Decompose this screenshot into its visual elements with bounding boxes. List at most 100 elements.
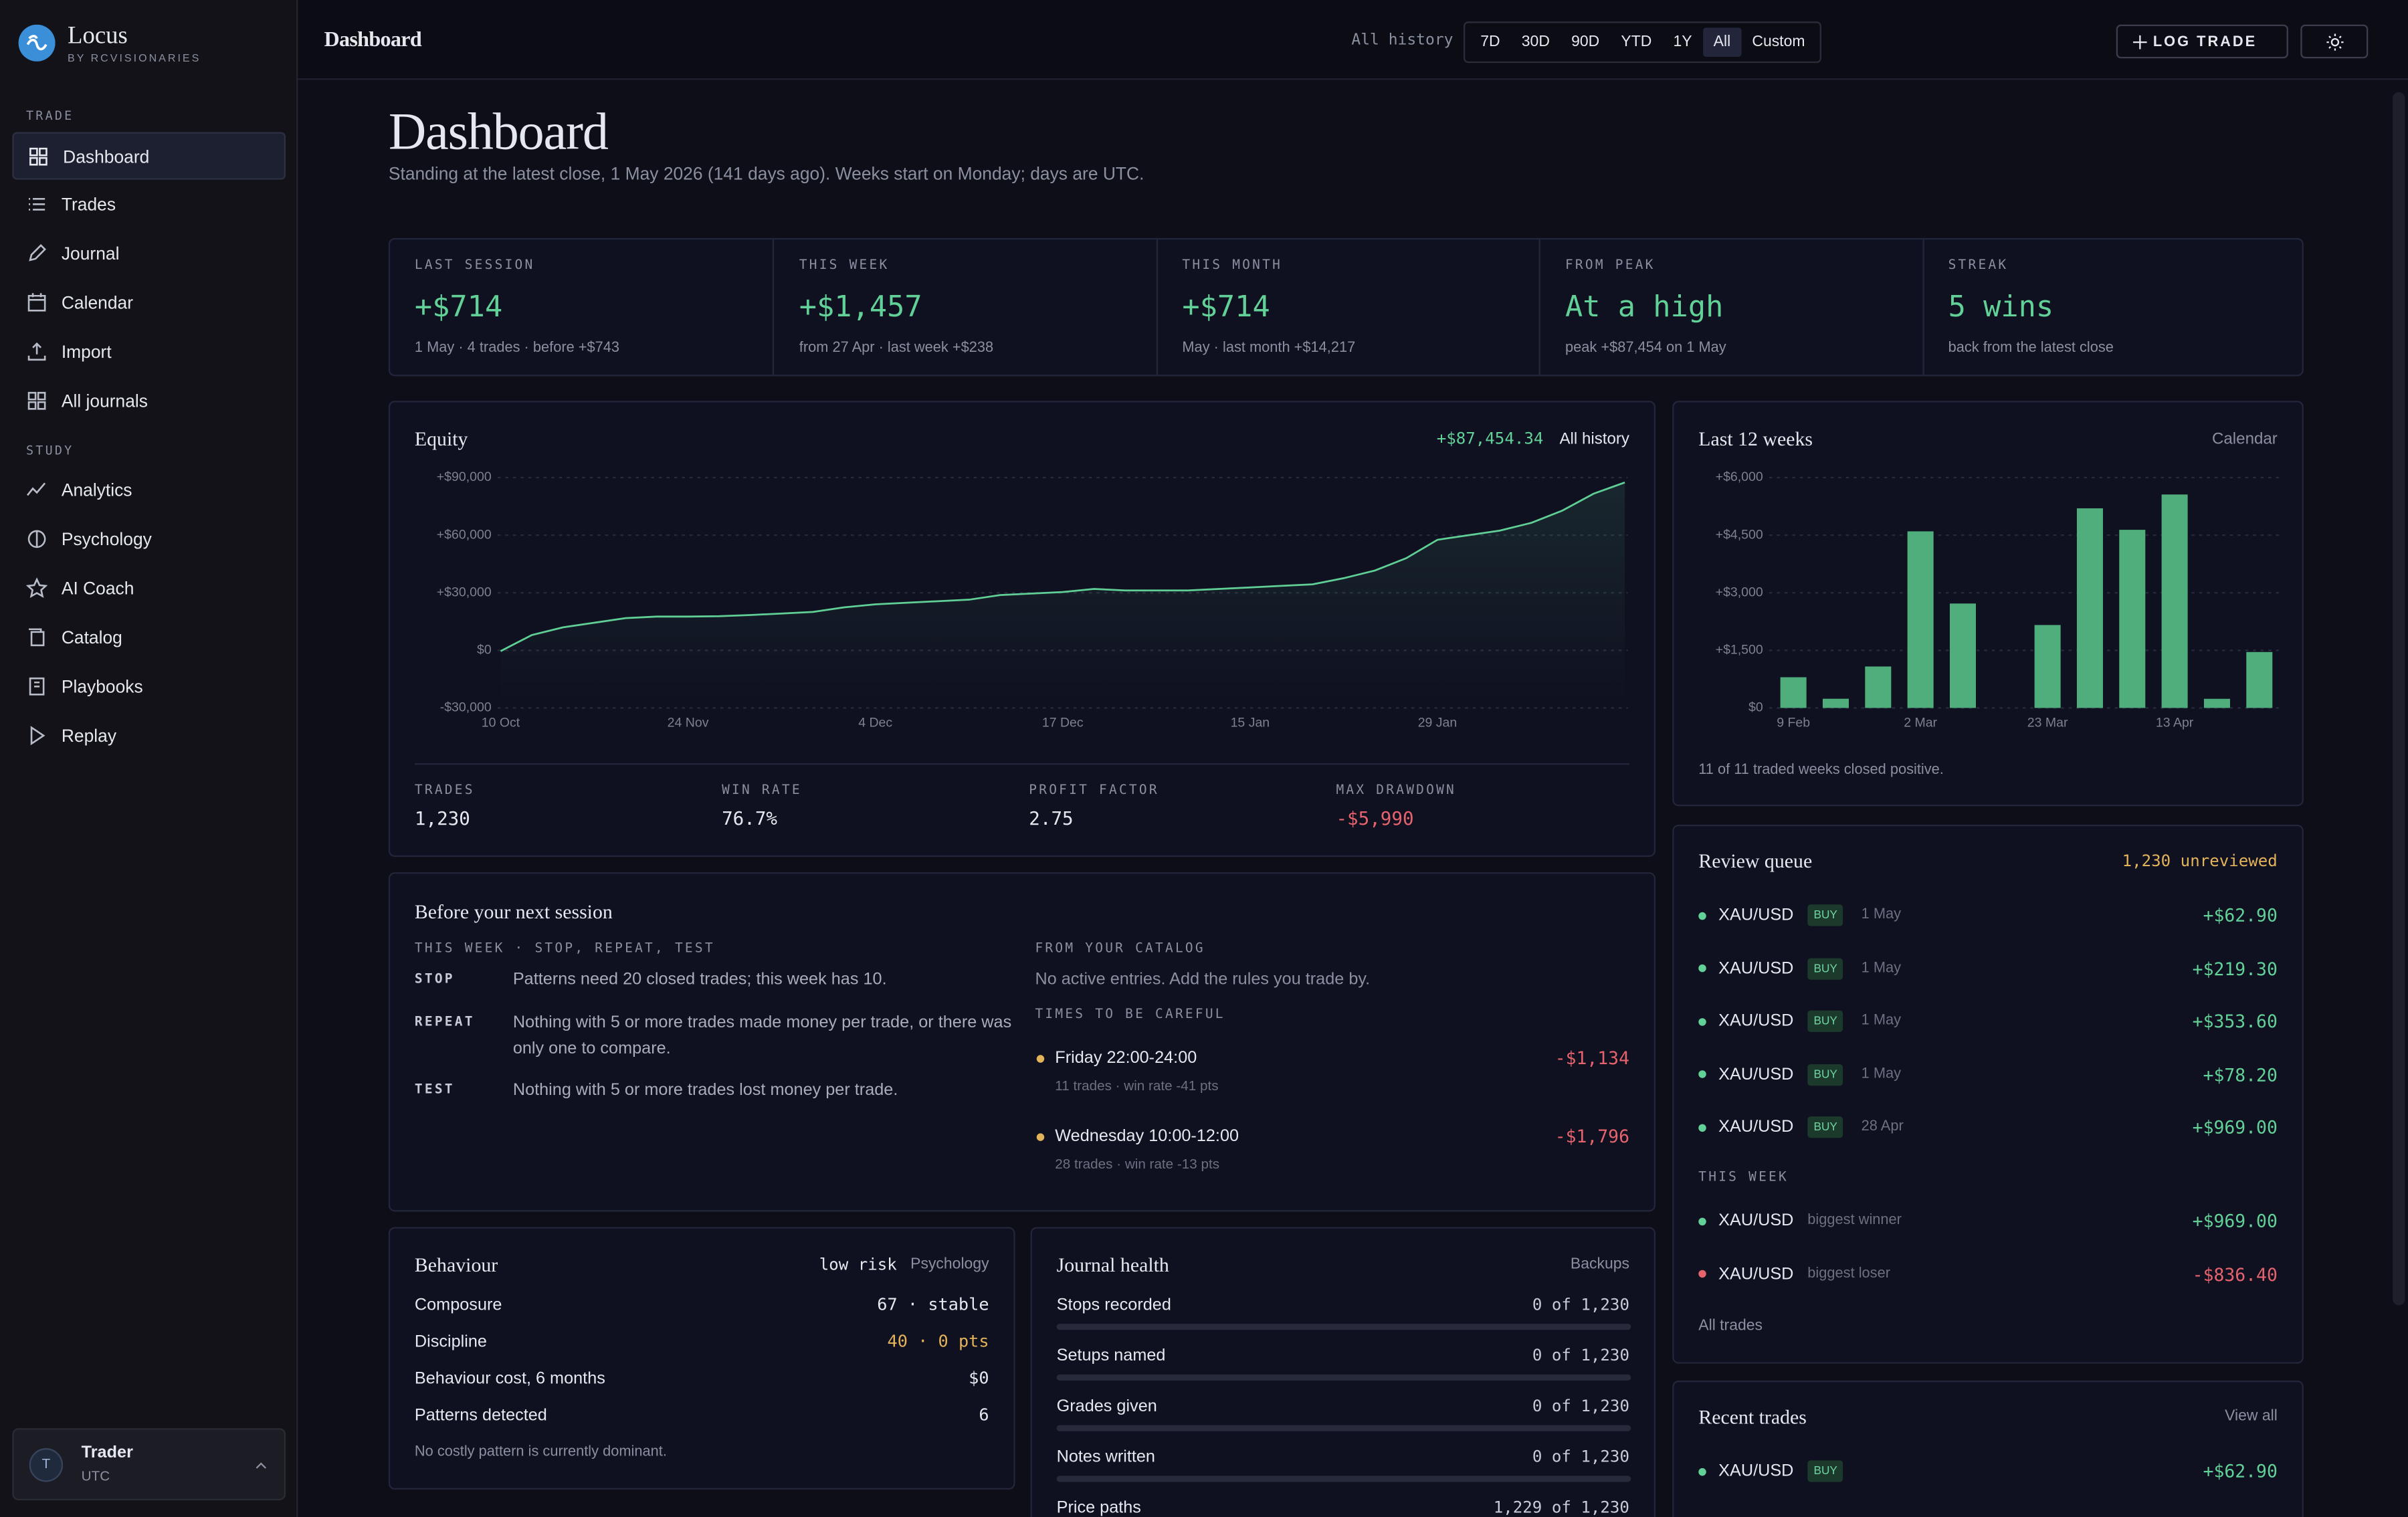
status-dot [1698, 911, 1706, 920]
equity-card: Equity -$30,000 $0 +$30,000 +$60,000 +$90,000… [388, 401, 1656, 857]
review-queue-card: Review queue 1,230 unreviewed XAU/USD BUY 1 … [1672, 824, 2304, 1364]
careful-detail: 11 trades · win rate -41 pts [1055, 1078, 1219, 1094]
nav-item[interactable]: Replay [12, 712, 286, 760]
nav-label: Trades [61, 195, 116, 215]
behaviour-value: 67 · stable [877, 1294, 989, 1315]
behaviour-value: 40 · 0 pts [887, 1331, 989, 1352]
icon-shape [27, 391, 46, 410]
trade-symbol: XAU/USD [1718, 1012, 1794, 1031]
section-heading: THIS WEEK · STOP, REPEAT, TEST [414, 941, 715, 957]
x-tick-label: 24 Nov [668, 716, 709, 730]
nav-item[interactable]: Catalog [12, 614, 286, 662]
bar [2119, 530, 2146, 708]
brand-name: Locus [68, 23, 128, 49]
trade-symbol: XAU/USD [1718, 1264, 1794, 1284]
stat-value: +$1,457 [799, 290, 922, 324]
theme-button[interactable] [2300, 24, 2369, 59]
catalog-text: No active entries. Add the rules you tra… [1035, 971, 1371, 989]
icon-shape [29, 147, 47, 166]
nav-item[interactable]: Trades [12, 181, 286, 229]
chart: $0 +$1,500 +$3,000 +$4,500 +$6,000 9 Feb 2 Mar… [1716, 470, 2284, 730]
log-trade-button[interactable]: LOG TRADE [2116, 24, 2288, 59]
y-tick-label: +$1,500 [1716, 642, 1763, 657]
health-label: Price paths [1056, 1498, 1141, 1517]
page-title: Dashboard [388, 104, 609, 162]
rule-key: TEST [414, 1082, 455, 1098]
bar [1780, 677, 1807, 708]
rule-text: Patterns need 20 closed trades; this wee… [512, 971, 887, 989]
nav-section-title: TRADE [26, 109, 74, 123]
x-tick-label: 10 Oct [482, 716, 520, 730]
behaviour-label: Composure [414, 1296, 502, 1315]
range-button[interactable]: All [1702, 27, 1742, 57]
nav-icon [29, 243, 47, 262]
range-button[interactable]: 1Y [1673, 33, 1692, 51]
nav-label: Analytics [61, 481, 132, 500]
weekly-card: Last 12 weeks $0 +$1,500 +$3,000 +$4,500 +$6,… [1672, 401, 2304, 807]
icon-shape [29, 628, 45, 647]
bar [2246, 651, 2273, 708]
card-link[interactable]: Calendar [2211, 429, 2278, 449]
nav-item[interactable]: All journals [12, 378, 286, 425]
nav-item[interactable]: Import [12, 328, 286, 376]
health-label: Grades given [1056, 1397, 1157, 1416]
sidebar: Locus BY RCVISIONARIES TRADE Dashboard Tra… [0, 0, 298, 1517]
y-tick-label: +$30,000 [437, 585, 492, 599]
nav-item[interactable]: AI Coach [12, 565, 286, 613]
range-button[interactable]: Custom [1752, 33, 1805, 51]
card-link[interactable]: All trades [1698, 1317, 1763, 1335]
nav-item[interactable]: Journal [12, 230, 286, 278]
stat-value: +$714 [1182, 290, 1270, 324]
behaviour-note: No costly pattern is currently dominant. [414, 1443, 667, 1461]
bar [1865, 666, 1892, 708]
x-tick-label: 2 Mar [1904, 716, 1937, 730]
card-link[interactable]: View all [2225, 1408, 2278, 1425]
card-link[interactable]: Backups [1570, 1256, 1629, 1274]
equity-line [500, 482, 1625, 652]
behaviour-label: Discipline [414, 1332, 487, 1352]
behaviour-value: 6 [979, 1405, 989, 1425]
stat-value: At a high [1565, 290, 1724, 324]
chart-scope: All history [1559, 429, 1629, 449]
metric-label: PROFIT FACTOR [1029, 783, 1159, 799]
chart-note: 11 of 11 traded weeks closed positive. [1698, 761, 1944, 779]
range-button[interactable]: 7D [1480, 33, 1500, 51]
card-title: Journal health [1056, 1253, 1169, 1276]
metric-label: TRADES [414, 783, 475, 799]
user-card[interactable]: T Trader UTC [12, 1428, 286, 1501]
x-tick-label: 9 Feb [1777, 716, 1810, 730]
range-button[interactable]: 90D [1571, 33, 1600, 51]
progress-track [1056, 1374, 1631, 1381]
nav-item[interactable]: Analytics [12, 467, 286, 514]
metric-value: 76.7% [722, 807, 778, 829]
nav-item[interactable]: Dashboard [12, 132, 286, 180]
range-button[interactable]: 30D [1521, 33, 1550, 51]
trade-symbol: XAU/USD [1718, 958, 1794, 978]
y-tick-label: -$30,000 [440, 700, 492, 715]
careful-time: Wednesday 10:00-12:00 [1055, 1127, 1239, 1146]
metric-label: MAX DRAWDOWN [1336, 783, 1457, 799]
stat-cell: THIS WEEK +$1,457 from 27 Apr · last week … [773, 239, 1157, 375]
range-label: All history [1351, 32, 1453, 49]
nav-item[interactable]: Playbooks [12, 664, 286, 711]
trade-date: 1 May [1861, 1065, 1902, 1082]
trade-date: 28 Apr [1861, 1118, 1904, 1135]
card-title: Recent trades [1698, 1405, 1807, 1429]
trade-symbol: XAU/USD [1718, 1118, 1794, 1136]
user-timezone: UTC [81, 1468, 110, 1484]
sun-icon [2326, 33, 2344, 51]
nav-label: Psychology [61, 530, 152, 549]
card-link[interactable]: Psychology [910, 1256, 989, 1274]
x-tick-label: 23 Mar [2027, 716, 2068, 730]
behaviour-value: $0 [969, 1368, 989, 1389]
range-button[interactable]: YTD [1621, 33, 1652, 51]
scrollbar[interactable] [2393, 92, 2405, 1306]
nav-item[interactable]: Calendar [12, 280, 286, 327]
logo [18, 24, 56, 62]
trade-symbol: XAU/USD [1718, 1065, 1794, 1084]
next-session-card: Before your next session THIS WEEK · STOP… [388, 872, 1656, 1212]
topbar: Dashboard All history 7D 30D 90D YTD 1Y All Cu… [298, 0, 2408, 80]
section-heading: TIMES TO BE CAREFUL [1035, 1007, 1225, 1023]
stat-note: peak +$87,454 on 1 May [1565, 339, 1726, 357]
nav-item[interactable]: Psychology [12, 516, 286, 563]
